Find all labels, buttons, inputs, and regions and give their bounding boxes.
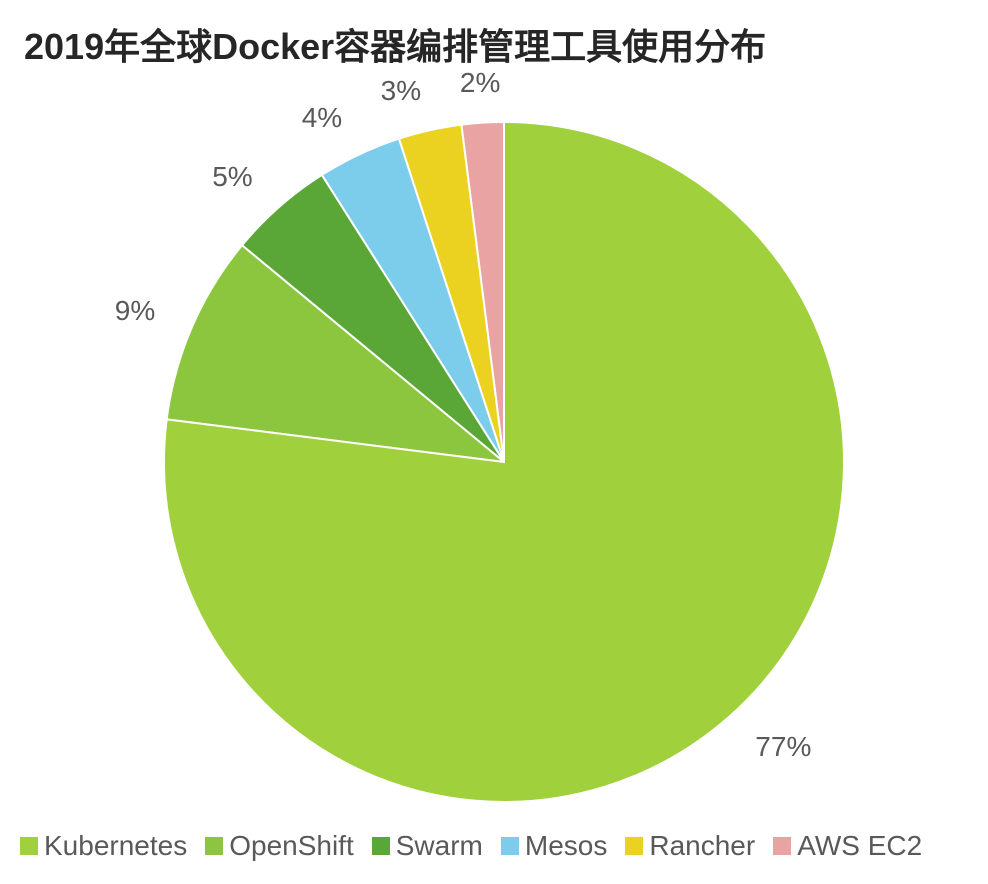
slice-label: 5% [212, 161, 252, 193]
legend-label: Mesos [525, 830, 607, 862]
legend-item: Swarm [372, 830, 483, 862]
legend-swatch [501, 837, 519, 855]
legend-item: Kubernetes [20, 830, 187, 862]
legend: Kubernetes OpenShift Swarm Mesos Rancher AWS … [20, 830, 968, 862]
legend-item: AWS EC2 [773, 830, 922, 862]
legend-item: Mesos [501, 830, 607, 862]
legend-swatch [20, 837, 38, 855]
legend-label: Swarm [396, 830, 483, 862]
legend-swatch [205, 837, 223, 855]
slice-label: 77% [755, 731, 811, 763]
slice-label: 9% [115, 295, 155, 327]
legend-swatch [773, 837, 791, 855]
legend-label: Rancher [649, 830, 755, 862]
legend-swatch [625, 837, 643, 855]
legend-label: AWS EC2 [797, 830, 922, 862]
chart-container: 2019年全球Docker容器编排管理工具使用分布 2%3%4%5%9%77% … [0, 0, 988, 884]
pie-chart [0, 0, 988, 884]
legend-swatch [372, 837, 390, 855]
legend-label: OpenShift [229, 830, 354, 862]
legend-item: OpenShift [205, 830, 354, 862]
legend-item: Rancher [625, 830, 755, 862]
slice-label: 3% [381, 75, 421, 107]
slice-label: 4% [302, 102, 342, 134]
legend-label: Kubernetes [44, 830, 187, 862]
slice-label: 2% [460, 67, 500, 99]
